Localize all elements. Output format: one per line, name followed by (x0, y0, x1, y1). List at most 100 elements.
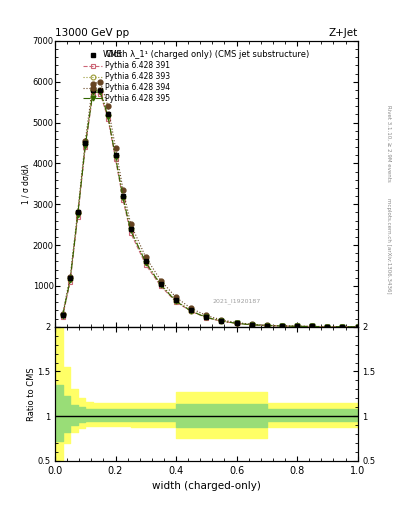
Pythia 6.428 395 (90, 89, 95, 95)
CMS (310, 324, 314, 330)
Pythia 6.428 395 (325, 324, 330, 330)
Y-axis label: 1 / $\mathrm{\sigma}$ d$\mathrm{\sigma}$/d$\lambda$: 1 / $\mathrm{\sigma}$ d$\mathrm{\sigma}$… (20, 163, 31, 205)
Pythia 6.428 391 (143, 262, 148, 268)
Pythia 6.428 391 (159, 283, 163, 289)
Pythia 6.428 395 (234, 321, 239, 327)
Text: mcplots.cern.ch [arXiv:1306.3436]: mcplots.cern.ch [arXiv:1306.3436] (386, 198, 391, 293)
CMS (75, 209, 80, 216)
Legend: CMS, Pythia 6.428 391, Pythia 6.428 393, Pythia 6.428 394, Pythia 6.428 395: CMS, Pythia 6.428 391, Pythia 6.428 393,… (81, 48, 173, 105)
Pythia 6.428 393 (174, 297, 178, 304)
X-axis label: width (charged-only): width (charged-only) (152, 481, 261, 491)
Pythia 6.428 395 (121, 195, 125, 201)
Pythia 6.428 391 (325, 324, 330, 330)
CMS (250, 322, 254, 328)
Pythia 6.428 393 (264, 323, 269, 329)
CMS (234, 320, 239, 326)
Pythia 6.428 393 (121, 194, 125, 200)
Text: Rivet 3.1.10, ≥ 2.9M events: Rivet 3.1.10, ≥ 2.9M events (386, 105, 391, 182)
Pythia 6.428 393 (340, 324, 345, 330)
Pythia 6.428 391 (98, 91, 103, 97)
CMS (340, 324, 345, 330)
Pythia 6.428 393 (204, 314, 209, 320)
Pythia 6.428 394 (60, 311, 65, 317)
CMS (60, 311, 65, 317)
Pythia 6.428 391 (129, 230, 133, 236)
CMS (204, 314, 209, 320)
CMS (295, 323, 299, 329)
Y-axis label: Ratio to CMS: Ratio to CMS (27, 367, 36, 421)
Pythia 6.428 393 (219, 318, 224, 324)
CMS (159, 281, 163, 287)
Pythia 6.428 395 (219, 318, 224, 324)
Pythia 6.428 391 (234, 321, 239, 327)
CMS (90, 87, 95, 93)
CMS (264, 323, 269, 329)
Pythia 6.428 391 (295, 323, 299, 329)
Pythia 6.428 393 (90, 88, 95, 94)
Pythia 6.428 395 (355, 324, 360, 330)
Pythia 6.428 391 (340, 324, 345, 330)
Pythia 6.428 394 (340, 324, 345, 330)
Pythia 6.428 394 (189, 305, 194, 311)
Pythia 6.428 394 (113, 145, 118, 151)
Pythia 6.428 394 (355, 324, 360, 330)
Pythia 6.428 395 (98, 89, 103, 95)
Pythia 6.428 394 (280, 323, 285, 329)
Pythia 6.428 393 (159, 281, 163, 287)
Pythia 6.428 393 (75, 210, 80, 216)
Pythia 6.428 395 (143, 260, 148, 266)
Pythia 6.428 391 (83, 144, 88, 150)
Pythia 6.428 395 (174, 298, 178, 304)
Pythia 6.428 391 (113, 156, 118, 162)
Pythia 6.428 393 (60, 312, 65, 318)
CMS (143, 259, 148, 265)
Pythia 6.428 394 (234, 319, 239, 326)
Text: Z+Jet: Z+Jet (329, 28, 358, 38)
Pythia 6.428 394 (174, 294, 178, 301)
Pythia 6.428 393 (83, 140, 88, 146)
Pythia 6.428 394 (219, 317, 224, 323)
Pythia 6.428 394 (121, 187, 125, 193)
Pythia 6.428 394 (159, 278, 163, 284)
Pythia 6.428 395 (340, 324, 345, 330)
Line: Pythia 6.428 395: Pythia 6.428 395 (60, 90, 360, 329)
Pythia 6.428 395 (264, 323, 269, 329)
Pythia 6.428 393 (355, 324, 360, 330)
CMS (219, 318, 224, 324)
Pythia 6.428 395 (204, 314, 209, 321)
Pythia 6.428 391 (60, 313, 65, 319)
Pythia 6.428 391 (219, 318, 224, 324)
Pythia 6.428 395 (295, 323, 299, 329)
Pythia 6.428 391 (174, 299, 178, 305)
CMS (129, 226, 133, 232)
Pythia 6.428 395 (129, 227, 133, 233)
Pythia 6.428 395 (280, 323, 285, 329)
Pythia 6.428 391 (90, 91, 95, 97)
Pythia 6.428 393 (68, 275, 73, 282)
CMS (280, 323, 285, 329)
Text: Width λ_1¹ (charged only) (CMS jet substructure): Width λ_1¹ (charged only) (CMS jet subst… (103, 50, 309, 58)
Pythia 6.428 393 (250, 322, 254, 328)
Pythia 6.428 393 (295, 323, 299, 329)
Pythia 6.428 393 (106, 112, 110, 118)
Pythia 6.428 393 (143, 259, 148, 265)
Pythia 6.428 391 (68, 279, 73, 285)
Pythia 6.428 395 (310, 324, 314, 330)
Line: CMS: CMS (60, 88, 360, 329)
CMS (189, 307, 194, 313)
CMS (83, 140, 88, 146)
Pythia 6.428 394 (310, 324, 314, 330)
Pythia 6.428 391 (250, 322, 254, 328)
Pythia 6.428 393 (310, 324, 314, 330)
Text: 13000 GeV pp: 13000 GeV pp (55, 28, 129, 38)
CMS (68, 275, 73, 281)
Pythia 6.428 394 (68, 274, 73, 280)
CMS (325, 324, 330, 330)
Line: Pythia 6.428 393: Pythia 6.428 393 (60, 88, 360, 329)
Text: 2021_I1920187: 2021_I1920187 (212, 298, 261, 304)
Pythia 6.428 394 (75, 208, 80, 215)
Pythia 6.428 395 (189, 308, 194, 314)
Pythia 6.428 394 (295, 323, 299, 329)
Pythia 6.428 394 (98, 79, 103, 85)
CMS (355, 324, 360, 330)
